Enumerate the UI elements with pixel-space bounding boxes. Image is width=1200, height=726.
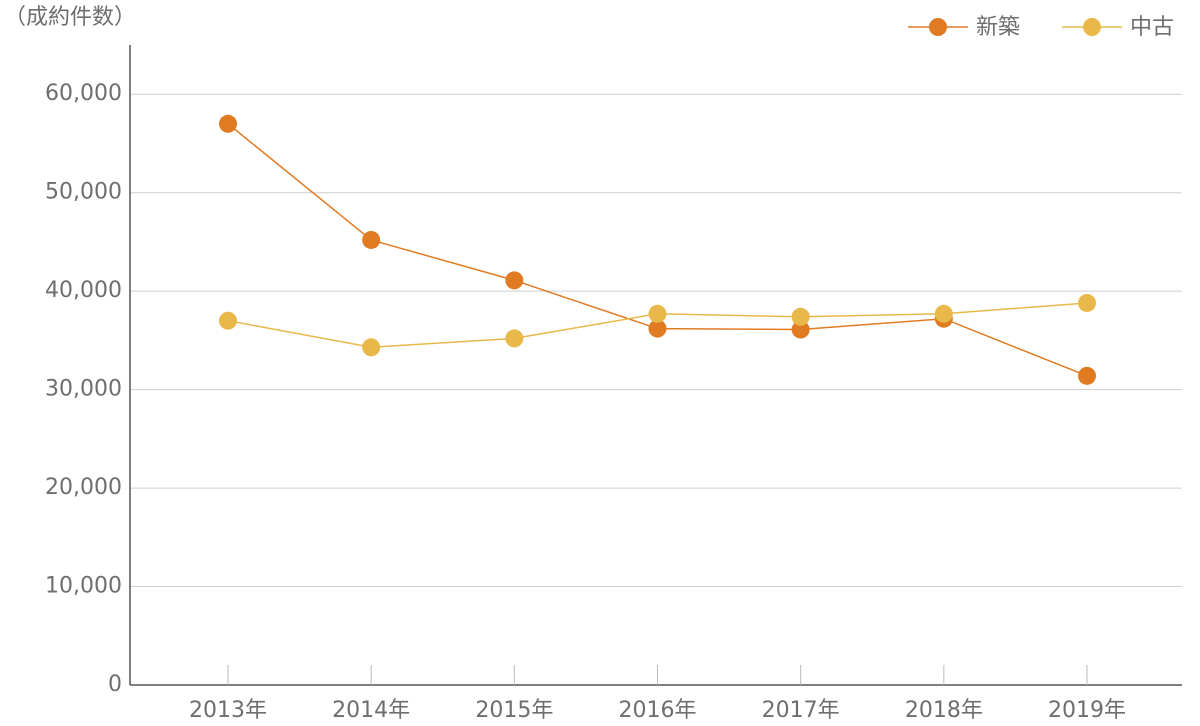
x-tick-label: 2014年 <box>332 698 410 723</box>
data-point <box>934 304 953 323</box>
legend-label: 新築 <box>976 15 1020 40</box>
data-point <box>219 114 237 133</box>
x-tick-label: 2015年 <box>475 698 553 723</box>
y-tick-label: 20,000 <box>45 475 122 500</box>
data-point <box>791 307 810 326</box>
data-point <box>648 319 667 338</box>
y-tick-label: 0 <box>108 672 122 697</box>
y-axis-label: （成約件数） <box>4 5 136 30</box>
y-tick-label: 50,000 <box>45 180 122 205</box>
data-point <box>505 329 524 348</box>
data-point <box>1078 293 1096 312</box>
data-point <box>362 230 381 249</box>
series-line <box>227 123 1088 377</box>
y-tick-label: 60,000 <box>45 81 122 106</box>
y-tick-label: 10,000 <box>45 574 122 599</box>
y-tick-label: 40,000 <box>45 278 122 303</box>
data-point <box>648 304 667 323</box>
legend-label: 中古 <box>1130 15 1174 40</box>
x-tick-label: 2016年 <box>619 698 697 723</box>
x-tick-label: 2019年 <box>1048 698 1126 723</box>
data-point <box>1078 366 1096 385</box>
x-tick-label: 2013年 <box>189 698 267 723</box>
data-point <box>219 311 237 330</box>
x-tick-label: 2017年 <box>762 698 840 723</box>
data-point <box>505 271 524 290</box>
y-tick-label: 30,000 <box>45 377 122 402</box>
legend-marker <box>1083 18 1101 36</box>
data-point <box>362 338 381 357</box>
x-tick-label: 2018年 <box>905 698 983 723</box>
legend-marker <box>929 18 947 36</box>
data-point <box>791 320 810 339</box>
